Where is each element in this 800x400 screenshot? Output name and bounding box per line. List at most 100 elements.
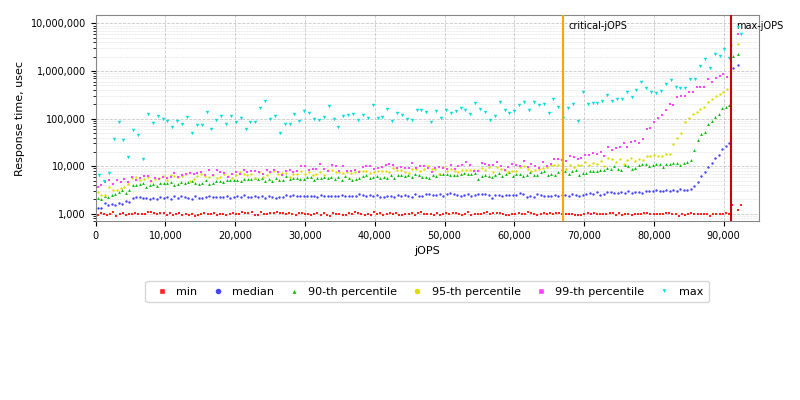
- Point: [287, 171, 300, 177]
- Point: [112, 189, 125, 196]
- Point: [582, 161, 595, 168]
- Point: [196, 195, 209, 202]
- Point: [302, 169, 315, 175]
- Point: [178, 179, 191, 186]
- Point: [280, 173, 293, 179]
- Point: [412, 210, 425, 216]
- Point: [571, 117, 584, 124]
- Point: [414, 208, 427, 215]
- Point: [702, 76, 714, 82]
- Point: [132, 132, 145, 138]
- Point: [189, 193, 202, 199]
- Point: [447, 172, 460, 178]
- Point: [91, 195, 104, 201]
- Point: [93, 172, 106, 178]
- Point: [362, 114, 374, 121]
- Point: [267, 210, 280, 216]
- Point: [91, 184, 104, 191]
- Point: [182, 179, 194, 186]
- Text: max-jOPS: max-jOPS: [736, 22, 783, 32]
- Point: [244, 119, 257, 125]
- Point: [218, 170, 230, 176]
- Point: [450, 107, 462, 114]
- Point: [518, 99, 530, 106]
- Point: [424, 210, 437, 217]
- Point: [346, 193, 358, 199]
- Point: [329, 176, 342, 182]
- Text: critical-jOPS: critical-jOPS: [569, 22, 628, 32]
- Point: [224, 177, 237, 183]
- Point: [604, 166, 617, 172]
- Point: [606, 147, 618, 153]
- Point: [91, 205, 104, 211]
- Point: [630, 87, 643, 93]
- Point: [280, 211, 293, 218]
- Point: [202, 166, 215, 173]
- Point: [283, 174, 296, 180]
- Point: [439, 107, 452, 113]
- Point: [446, 210, 459, 217]
- Point: [183, 170, 196, 176]
- Point: [345, 168, 358, 175]
- Point: [717, 70, 730, 77]
- Point: [653, 160, 666, 167]
- Point: [302, 211, 314, 217]
- Point: [339, 173, 352, 180]
- Point: [566, 191, 578, 197]
- Point: [360, 172, 373, 179]
- Point: [621, 144, 634, 151]
- Point: [515, 210, 528, 217]
- Point: [642, 162, 655, 169]
- Point: [126, 211, 138, 217]
- Point: [731, 30, 744, 37]
- Point: [691, 211, 704, 217]
- Point: [648, 152, 661, 158]
- Point: [450, 210, 462, 216]
- Point: [482, 192, 495, 198]
- Point: [335, 176, 348, 183]
- Point: [126, 174, 138, 181]
- Point: [193, 180, 206, 187]
- Point: [496, 173, 509, 179]
- Point: [337, 170, 350, 176]
- Point: [559, 168, 572, 174]
- Point: [210, 175, 223, 181]
- Point: [650, 90, 662, 96]
- Point: [355, 211, 368, 217]
- Point: [420, 109, 433, 116]
- Point: [365, 212, 378, 218]
- Point: [559, 210, 572, 217]
- Point: [695, 173, 708, 179]
- Point: [427, 212, 440, 218]
- Point: [333, 169, 346, 175]
- Point: [398, 169, 411, 176]
- Point: [412, 193, 425, 199]
- Point: [694, 84, 706, 90]
- Point: [272, 169, 285, 175]
- Point: [587, 210, 600, 216]
- Point: [440, 171, 453, 178]
- Point: [253, 169, 266, 176]
- Point: [464, 166, 477, 173]
- Point: [370, 192, 383, 198]
- Point: [640, 85, 653, 92]
- Point: [238, 192, 250, 198]
- Point: [297, 176, 310, 182]
- Point: [311, 194, 324, 200]
- Point: [256, 170, 269, 177]
- Point: [358, 212, 371, 218]
- Point: [499, 212, 512, 218]
- Point: [192, 212, 205, 218]
- Point: [166, 212, 179, 218]
- Point: [447, 191, 460, 198]
- Point: [469, 100, 482, 106]
- Point: [422, 165, 434, 171]
- Point: [294, 176, 306, 182]
- Point: [663, 150, 676, 157]
- Point: [474, 106, 486, 112]
- Point: [105, 191, 118, 198]
- Point: [289, 212, 302, 218]
- Point: [672, 213, 685, 219]
- Point: [126, 194, 139, 201]
- Point: [329, 193, 342, 200]
